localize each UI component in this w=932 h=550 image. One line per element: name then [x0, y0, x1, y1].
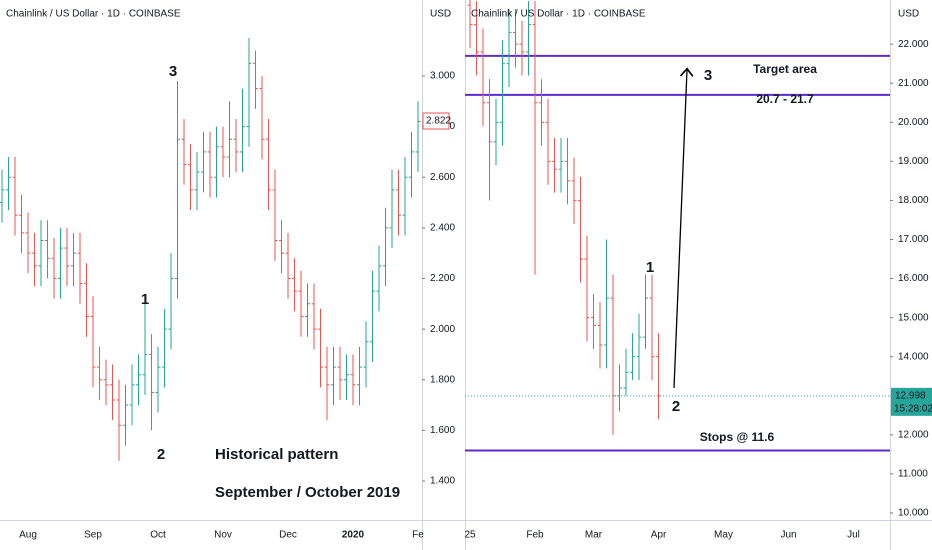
y-tick-label: 22.000 — [898, 39, 929, 50]
overlay: Chainlink / US Dollar · 1D · COINBASE USD… — [6, 9, 932, 541]
x-tick-label: Nov — [214, 530, 232, 541]
annotation: 1 — [141, 291, 149, 308]
y-tick-label: 11.000 — [898, 469, 928, 480]
y-tick-label: 12.000 — [898, 429, 929, 440]
annotation: Stops @ 11.6 — [700, 430, 775, 444]
y-tick-label: 1.600 — [430, 425, 455, 436]
price-label: 2.822 — [426, 116, 451, 127]
y-tick-label: 2.200 — [430, 273, 455, 284]
annotation: 1 — [646, 259, 654, 276]
x-tick-label: Dec — [279, 530, 297, 541]
x-tick-label: May — [714, 530, 733, 541]
y-tick-label: 14.000 — [898, 351, 929, 362]
annotation: 3 — [169, 63, 177, 80]
y-tick-label: 20.000 — [898, 117, 929, 128]
x-tick-label: Feb — [526, 530, 544, 541]
x-tick-label: 25 — [464, 530, 476, 541]
annotation: Target area — [753, 62, 817, 76]
y-tick-label: 17.000 — [898, 234, 929, 245]
y-tick-label: 1.400 — [430, 476, 455, 487]
annotation: 2 — [672, 398, 680, 415]
currency-label: USD — [430, 9, 451, 20]
y-tick-label: 3.000 — [430, 71, 455, 82]
chart-title: Chainlink / US Dollar · 1D · COINBASE — [6, 9, 181, 20]
x-tick-label: Jun — [780, 530, 796, 541]
price-label-box — [891, 387, 932, 416]
y-tick-label: 1.800 — [430, 374, 455, 385]
annotation: September / October 2019 — [215, 484, 400, 501]
right-plot — [465, 0, 890, 452]
annotation: 3 — [704, 67, 712, 84]
x-tick-label: Aug — [19, 530, 37, 541]
price-label-box — [422, 112, 450, 130]
x-tick-label: Mar — [585, 530, 603, 541]
x-tick-label: Apr — [651, 530, 667, 541]
annotation: 20.7 - 21.7 — [756, 92, 814, 106]
currency-label: USD — [898, 9, 919, 20]
price-label: 12.998 — [895, 390, 926, 401]
x-tick-label: Sep — [84, 530, 102, 541]
chart-title: Chainlink / US Dollar · 1D · COINBASE — [471, 9, 646, 20]
y-tick-label: 15.000 — [898, 312, 929, 323]
y-tick-label: 19.000 — [898, 156, 929, 167]
y-tick-label: 2.400 — [430, 222, 455, 233]
y-tick-label: 21.000 — [898, 78, 929, 89]
y-tick-label: 2.000 — [430, 324, 455, 335]
y-tick-label: 18.000 — [898, 195, 929, 206]
annotation: 2 — [157, 446, 165, 463]
countdown: 15:28:02 — [894, 403, 932, 414]
y-tick-label: 2.600 — [430, 172, 455, 183]
y-tick-label: 10.000 — [898, 508, 929, 519]
x-tick-label: Oct — [150, 530, 166, 541]
x-tick-label: 2020 — [342, 530, 365, 541]
projection-arrow — [673, 70, 687, 389]
left-plot — [0, 37, 421, 461]
y-tick-label: 16.000 — [898, 273, 929, 284]
x-tick-label: Fe — [412, 530, 424, 541]
x-tick-label: Jul — [847, 530, 860, 541]
annotation: Historical pattern — [215, 446, 338, 463]
